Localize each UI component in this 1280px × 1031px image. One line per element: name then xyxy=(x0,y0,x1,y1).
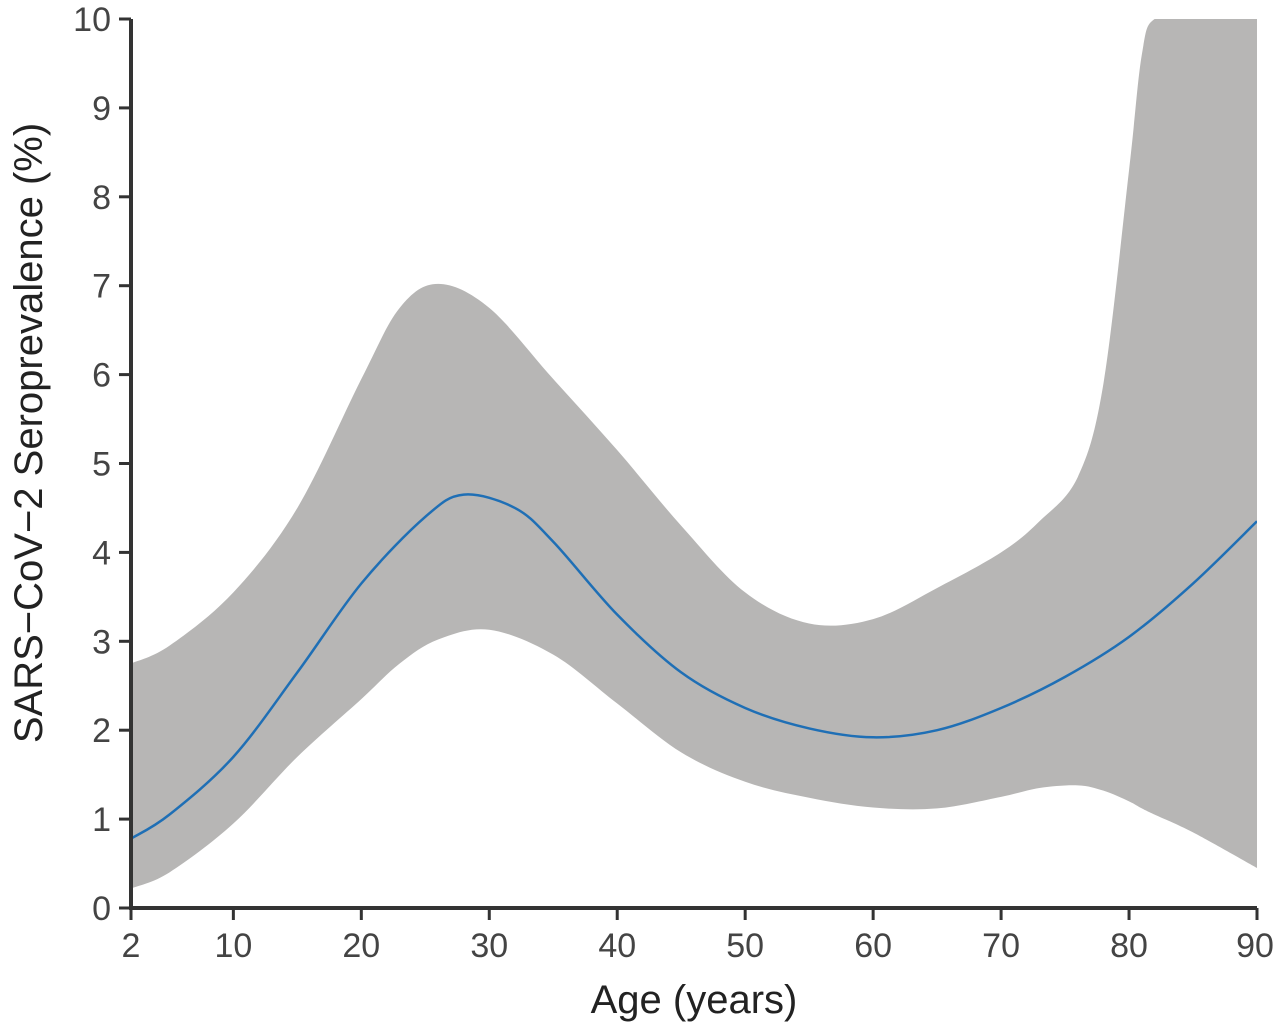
seroprevalence-line xyxy=(131,493,1257,840)
x-tick-label: 40 xyxy=(598,927,636,965)
y-tick-label: 9 xyxy=(92,90,111,128)
y-axis-title: SARS−CoV−2 Seroprevalence (%) xyxy=(7,123,51,743)
x-axis-title: Age (years) xyxy=(591,978,798,1022)
x-tick-label: 70 xyxy=(982,927,1020,965)
confidence-band xyxy=(131,19,1257,889)
x-tick-label: 30 xyxy=(470,927,508,965)
y-tick-label: 1 xyxy=(92,801,111,839)
y-tick-label: 0 xyxy=(92,890,111,928)
y-tick-label: 4 xyxy=(92,534,111,572)
y-tick-label: 2 xyxy=(92,712,111,750)
x-tick-label: 90 xyxy=(1236,927,1274,965)
y-tick-label: 6 xyxy=(92,357,111,395)
y-tick-label: 5 xyxy=(92,446,111,484)
y-tick-label: 3 xyxy=(92,623,111,661)
x-tick-label: 50 xyxy=(726,927,764,965)
x-tick-label: 20 xyxy=(342,927,380,965)
x-tick-label: 80 xyxy=(1110,927,1148,965)
x-tick-label: 60 xyxy=(854,927,892,965)
axes: 0 1 2 3 4 5 6 7 8 9 10 2 10 20 30 40 50 60 70 80 90 xyxy=(73,1,1274,965)
x-tick-label: 2 xyxy=(122,927,141,965)
y-tick-label: 7 xyxy=(92,268,111,306)
y-tick-label: 8 xyxy=(92,179,111,217)
plot-area xyxy=(131,19,1257,889)
y-tick-label: 10 xyxy=(73,1,111,39)
x-tick-label: 10 xyxy=(214,927,252,965)
